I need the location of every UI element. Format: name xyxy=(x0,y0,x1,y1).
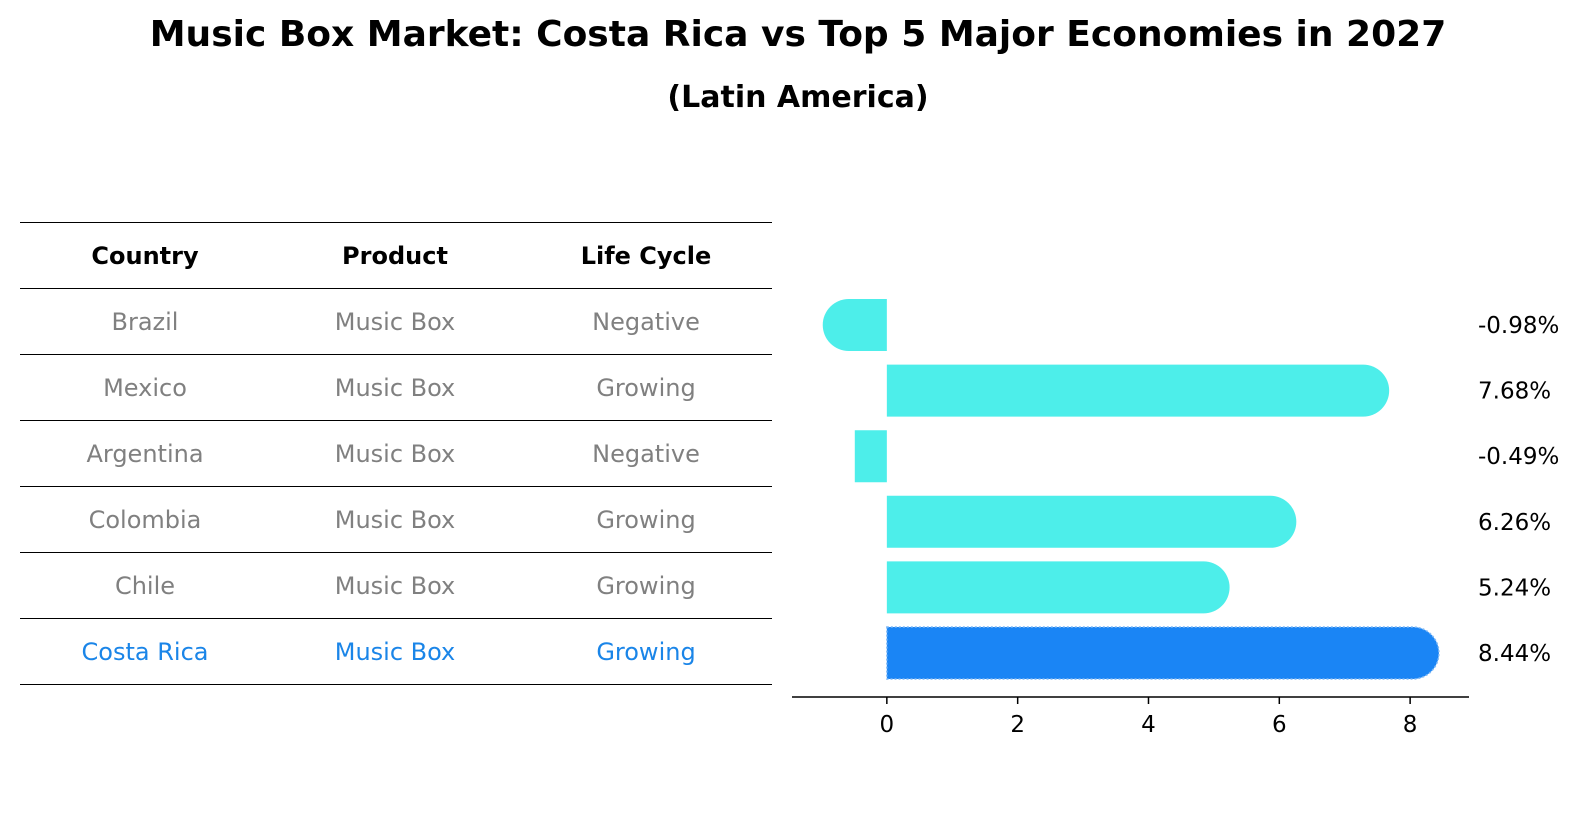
cell-life-cycle: Negative xyxy=(520,288,772,355)
bar xyxy=(886,495,1297,548)
x-tick-label: 4 xyxy=(1141,712,1156,738)
bar-value-label: -0.98% xyxy=(1478,313,1559,339)
chart-subtitle: (Latin America) xyxy=(667,80,929,115)
cell-product: Music Box xyxy=(270,354,520,421)
header-country: Country xyxy=(20,222,270,289)
cell-country: Chile xyxy=(20,552,270,619)
table-row: Argentina Music Box Negative xyxy=(20,420,772,487)
bar xyxy=(886,561,1230,614)
cell-product: Music Box xyxy=(270,288,520,355)
cell-product: Music Box xyxy=(270,420,520,487)
table-row: Mexico Music Box Growing xyxy=(20,354,772,421)
bar-value-label: 7.68% xyxy=(1478,379,1551,405)
table-row: Brazil Music Box Negative xyxy=(20,288,772,355)
table-header-row: Country Product Life Cycle xyxy=(20,222,772,289)
cell-product: Music Box xyxy=(270,618,520,685)
cell-life-cycle: Growing xyxy=(520,486,772,553)
cell-life-cycle: Negative xyxy=(520,420,772,487)
cell-life-cycle: Growing xyxy=(520,552,772,619)
x-tick-label: 8 xyxy=(1403,712,1418,738)
cell-country: Argentina xyxy=(20,420,270,487)
table-row-highlight: Costa Rica Music Box Growing xyxy=(20,618,772,685)
x-tick-label: 2 xyxy=(1010,712,1025,738)
cell-country: Brazil xyxy=(20,288,270,355)
bar xyxy=(854,430,887,483)
x-tick-label: 0 xyxy=(880,712,895,738)
cell-life-cycle: Growing xyxy=(520,618,772,685)
cell-country: Colombia xyxy=(20,486,270,553)
cell-product: Music Box xyxy=(270,552,520,619)
bar-value-label: 6.26% xyxy=(1478,510,1551,536)
cell-country: Costa Rica xyxy=(20,618,270,685)
header-product: Product xyxy=(270,222,520,289)
data-table: Country Product Life Cycle Brazil Music … xyxy=(20,222,772,685)
table-row: Colombia Music Box Growing xyxy=(20,486,772,553)
bar-highlight xyxy=(886,626,1440,680)
bar-value-label: -0.49% xyxy=(1478,444,1559,470)
chart-title: Music Box Market: Costa Rica vs Top 5 Ma… xyxy=(149,14,1447,55)
bar-value-label: 8.44% xyxy=(1478,641,1551,667)
cell-product: Music Box xyxy=(270,486,520,553)
x-tick-label: 6 xyxy=(1272,712,1287,738)
bar xyxy=(886,364,1390,417)
header-life-cycle: Life Cycle xyxy=(520,222,772,289)
table-row: Chile Music Box Growing xyxy=(20,552,772,619)
bar-value-label: 5.24% xyxy=(1478,575,1551,601)
cell-country: Mexico xyxy=(20,354,270,421)
bar xyxy=(822,299,887,351)
